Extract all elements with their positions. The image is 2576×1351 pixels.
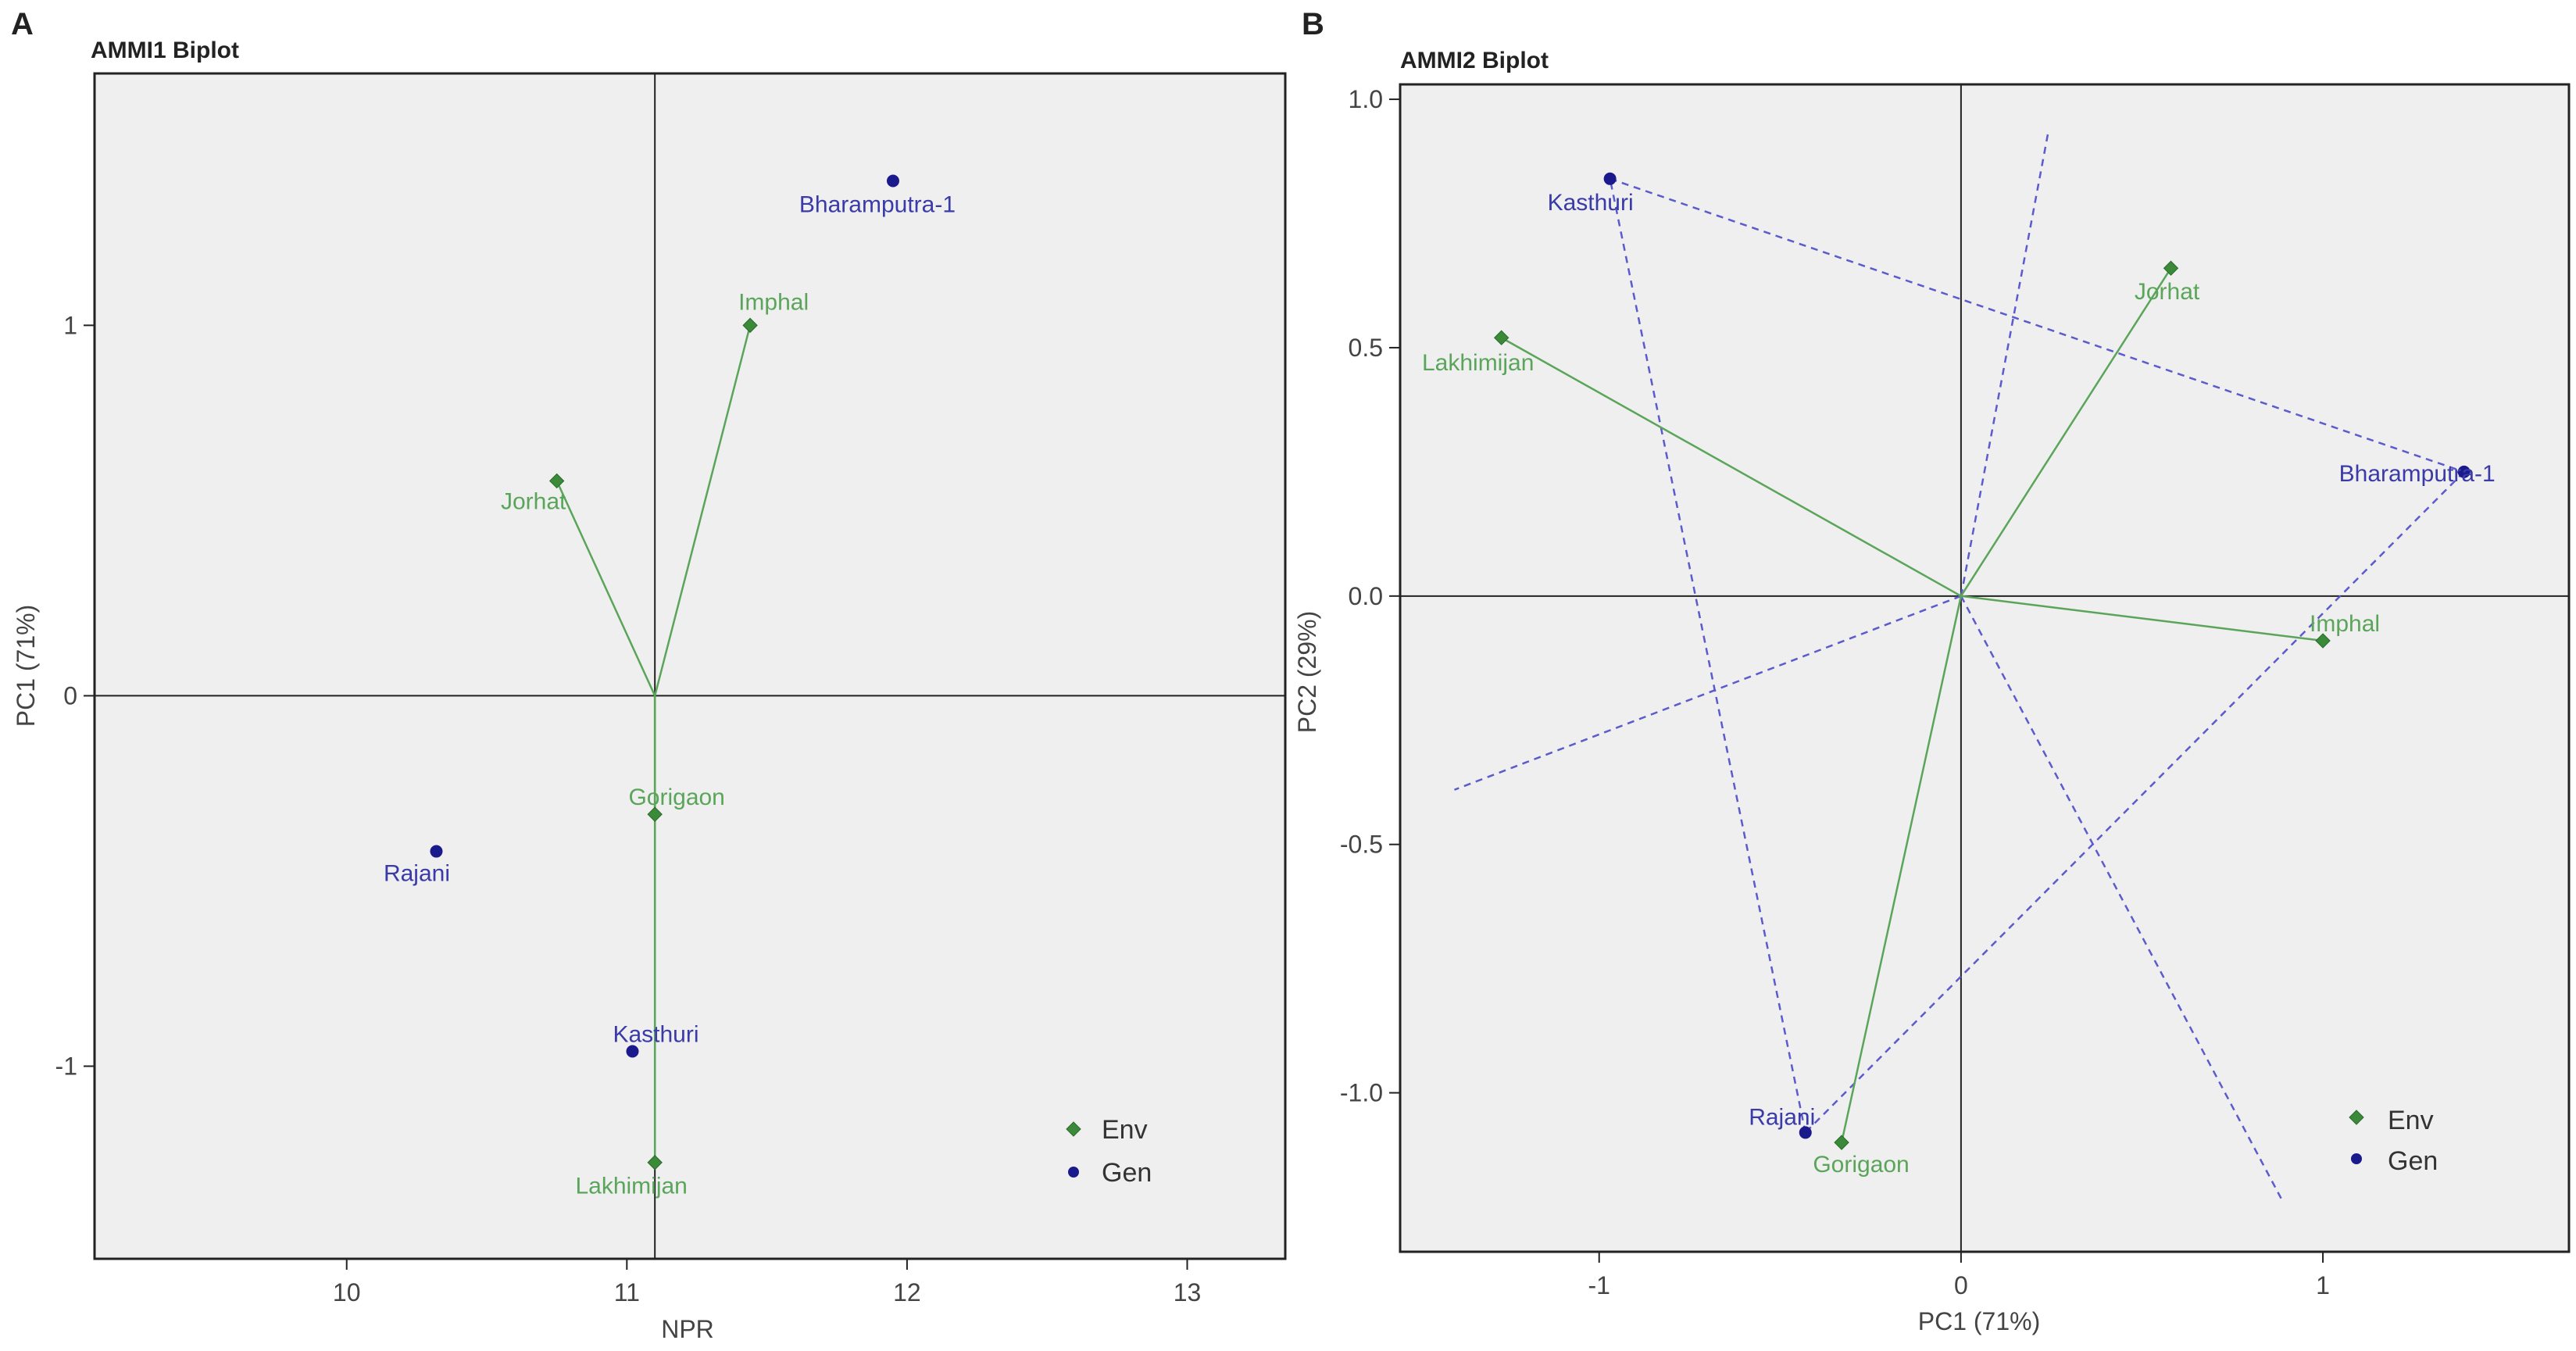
ammi2-gen-label-bharamputra-1: Bharamputra-1 bbox=[2339, 461, 2496, 487]
ammi2-chart-title: AMMI2 Biplot bbox=[1400, 48, 1549, 73]
ammi2-x-tick-label: 0 bbox=[1954, 1271, 1968, 1299]
ammi1-gen-label-rajani: Rajani bbox=[384, 861, 450, 887]
ammi2-env-vector-gorigaon bbox=[1840, 595, 1963, 1143]
ammi2-plot-area bbox=[1399, 83, 2571, 1253]
ammi1-x-tick-label: 10 bbox=[333, 1278, 361, 1306]
ammi2-env-point-gorigaon bbox=[1834, 1135, 1849, 1150]
ammi2-env-label-imphal: Imphal bbox=[2310, 611, 2380, 637]
ammi1-x-tick-label: 11 bbox=[614, 1278, 640, 1306]
ammi1-x-tick-label: 12 bbox=[893, 1278, 921, 1306]
ammi1-y-axis-label: PC1 (71%) bbox=[12, 605, 40, 727]
ammi2-env-label-lakhimijan: Lakhimijan bbox=[1422, 350, 1534, 376]
ammi1-biplot-panel: A AMMI1 Biplot 10 11 12 13 -1 0 1 Imphal Jorhat G… bbox=[11, 7, 1287, 1343]
ammi2-y-axis-label: PC2 (29%) bbox=[1293, 611, 1321, 734]
legend-env-label: Env bbox=[1102, 1115, 1148, 1145]
ammi1-env-label-gorigaon: Gorigaon bbox=[628, 785, 724, 810]
ammi1-gen-label-bharamputra-1: Bharamputra-1 bbox=[799, 191, 956, 217]
ammi2-env-label-gorigaon: Gorigaon bbox=[1813, 1152, 1909, 1178]
panel-label-b: B bbox=[1302, 7, 1324, 41]
ammi1-y-tick-label: -1 bbox=[55, 1052, 77, 1080]
ammi2-env-vector-imphal bbox=[1960, 595, 2324, 642]
ammi1-env-label-imphal: Imphal bbox=[738, 289, 809, 315]
ammi2-y-tick-label: 0.5 bbox=[1349, 334, 1383, 362]
ammi2-polygon-perpendicular bbox=[1960, 595, 2285, 1203]
ammi2-env-point-jorhat bbox=[2163, 260, 2179, 276]
ammi2-gen-point-kasthuri bbox=[1603, 172, 1617, 185]
ammi2-y-tick-label: -0.5 bbox=[1340, 831, 1383, 859]
legend-env-marker bbox=[2349, 1110, 2364, 1125]
ammi1-env-point-imphal bbox=[742, 317, 758, 334]
legend-env-marker bbox=[1066, 1121, 1081, 1137]
ammi1-chart-title: AMMI1 Biplot bbox=[91, 38, 239, 63]
ammi2-env-vector-lakhimijan bbox=[1501, 337, 1962, 597]
legend-gen-marker bbox=[2351, 1153, 2362, 1164]
ammi2-x-tick-label: 1 bbox=[2316, 1271, 2330, 1299]
legend-env-label: Env bbox=[2388, 1106, 2434, 1135]
ammi2-env-label-jorhat: Jorhat bbox=[2135, 279, 2200, 305]
ammi1-y-tick-label: 1 bbox=[63, 311, 77, 339]
ammi1-env-label-jorhat: Jorhat bbox=[501, 488, 566, 514]
ammi1-gen-point-bharamputra-1 bbox=[886, 174, 899, 188]
ammi2-polygon-perpendicular bbox=[1454, 595, 1962, 791]
panel-label-a: A bbox=[11, 7, 34, 41]
ammi1-gen-label-kasthuri: Kasthuri bbox=[613, 1022, 698, 1048]
ammi2-gen-point-rajani bbox=[1799, 1126, 1812, 1139]
legend-gen-label: Gen bbox=[2388, 1146, 2438, 1176]
legend-gen-label: Gen bbox=[1102, 1158, 1152, 1188]
ammi2-x-tick-label: -1 bbox=[1588, 1271, 1610, 1299]
ammi2-env-point-imphal bbox=[2315, 633, 2331, 649]
ammi2-polygon-edge bbox=[1610, 177, 2465, 474]
ammi1-env-point-jorhat bbox=[548, 473, 565, 489]
ammi2-y-tick-label: -1.0 bbox=[1340, 1079, 1383, 1107]
ammi2-env-vector-jorhat bbox=[1960, 267, 2172, 597]
ammi1-env-vector-imphal bbox=[653, 325, 752, 696]
ammi1-env-vector-jorhat bbox=[556, 480, 656, 696]
ammi1-legend: Env Gen bbox=[1066, 1115, 1152, 1188]
ammi1-env-label-lakhimijan: Lakhimijan bbox=[575, 1174, 687, 1199]
ammi2-x-axis-label: PC1 (71%) bbox=[1918, 1307, 2041, 1335]
ammi2-y-tick-label: 0.0 bbox=[1349, 582, 1383, 610]
ammi2-gen-label-kasthuri: Kasthuri bbox=[1548, 190, 1634, 216]
ammi1-gen-point-kasthuri bbox=[626, 1045, 639, 1058]
ammi2-gen-point-bharamputra-1 bbox=[2457, 465, 2471, 478]
ammi1-y-tick-label: 0 bbox=[63, 681, 77, 709]
ammi2-gen-label-rajani: Rajani bbox=[1749, 1104, 1815, 1130]
ammi1-env-point-lakhimijan bbox=[647, 1155, 663, 1171]
legend-gen-marker bbox=[1068, 1167, 1079, 1178]
ammi2-marks: -1 0 1 -1.0 -0.5 0.0 0.5 1.0 Jorhat Lakhimijan Imp… bbox=[1340, 84, 2569, 1299]
ammi1-marks: 10 11 12 13 -1 0 1 Imphal Jorhat Gorigaon Lakhimij… bbox=[55, 73, 1285, 1306]
ammi2-biplot-panel: B AMMI2 Biplot -1 0 1 -1.0 -0.5 0.0 0.5 1.0 Jorh… bbox=[1293, 7, 2571, 1335]
ammi2-polygon-edge bbox=[1804, 470, 2465, 1134]
ammi2-polygon-perpendicular bbox=[1960, 134, 2049, 597]
ammi1-env-point-gorigaon bbox=[647, 806, 663, 822]
ammi2-legend: Env Gen bbox=[2349, 1106, 2438, 1176]
ammi1-x-tick-label: 13 bbox=[1174, 1278, 1202, 1306]
ammi2-env-point-lakhimijan bbox=[1493, 330, 1510, 345]
ammi1-plot-area bbox=[93, 72, 1287, 1260]
ammi1-gen-point-rajani bbox=[430, 845, 443, 858]
ammi1-x-axis-label: NPR bbox=[661, 1315, 714, 1343]
ammi2-y-tick-label: 1.0 bbox=[1349, 85, 1383, 113]
